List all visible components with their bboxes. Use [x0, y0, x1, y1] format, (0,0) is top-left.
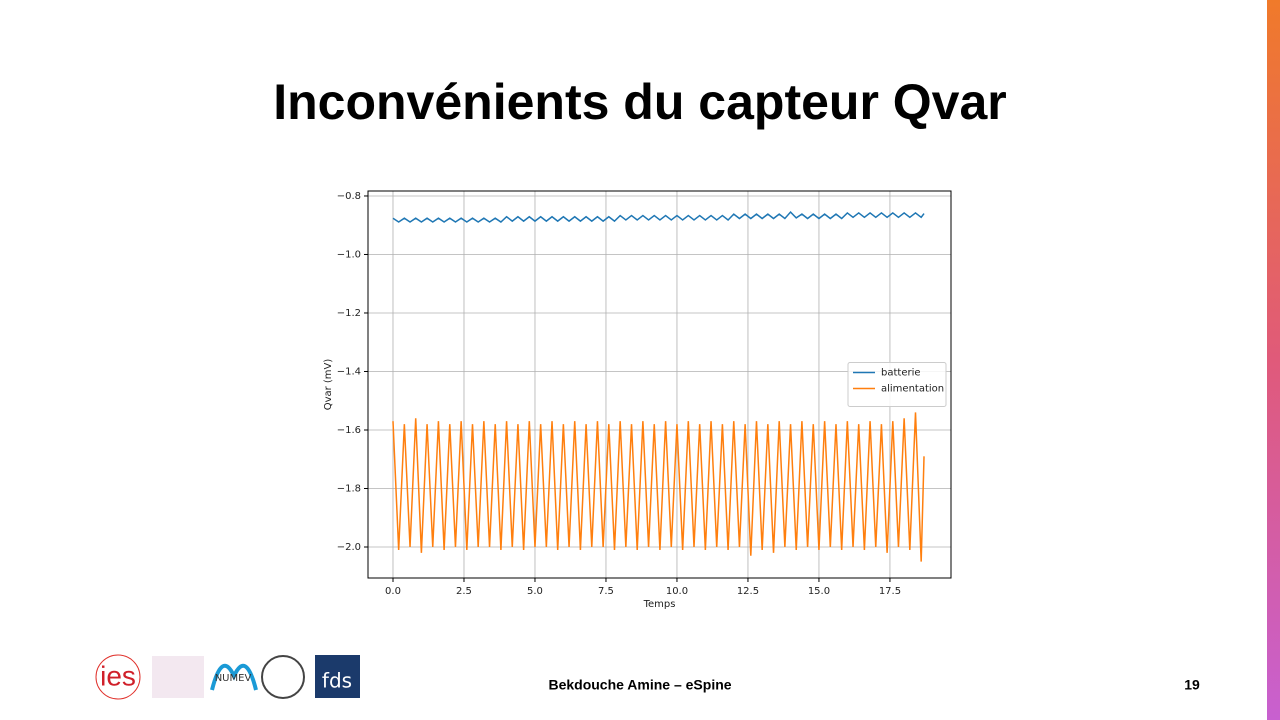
- x-tick-label: 12.5: [737, 586, 759, 597]
- chart: −2.0 −1.8 −1.6 −1.4 −1.2 −1.0 −0.8 0.0 2.5 5.0 7.5…: [323, 190, 952, 610]
- y-tick-label: −0.8: [337, 191, 361, 202]
- logo-numev: NUMEV: [215, 673, 252, 684]
- y-tick-label: −1.8: [337, 483, 361, 494]
- edge-bar: [1267, 0, 1280, 720]
- line-series: [392, 210, 925, 223]
- footer: Bekdouche Amine – eSpine: [548, 677, 731, 693]
- x-tick-label: 7.5: [598, 586, 614, 597]
- logos: ies NUMEV fds: [95, 654, 360, 700]
- y-tick-label: −1.4: [337, 366, 361, 377]
- y-tick-label: −1.0: [337, 249, 361, 260]
- legend-box: [847, 362, 947, 407]
- page-number: 19: [1184, 677, 1200, 693]
- plot-frame: [367, 190, 952, 579]
- y-tick-label: −1.6: [337, 425, 361, 436]
- x-tick-label: 10.0: [666, 586, 688, 597]
- legend-label: batterie: [881, 368, 921, 379]
- logo-fds: fds: [322, 669, 352, 693]
- legend: batterie alimentation: [847, 362, 947, 407]
- x-tick-label: 5.0: [527, 586, 543, 597]
- y-tick-label: −1.2: [337, 308, 361, 319]
- logo-shape: [261, 655, 305, 699]
- line-series: [392, 412, 925, 562]
- logo-shape: [95, 654, 141, 700]
- y-tick-label: −2.0: [337, 542, 361, 553]
- x-tick-label: 15.0: [808, 586, 830, 597]
- logo-ies: ies: [100, 660, 136, 691]
- logo-shape: [152, 656, 204, 698]
- y-axis-label: Qvar (mV): [323, 359, 334, 411]
- x-tick-label: 0.0: [385, 586, 401, 597]
- x-tick-label: 17.5: [879, 586, 901, 597]
- slide-title: Inconvénients du capteur Qvar: [273, 74, 1007, 130]
- x-tick-label: 2.5: [456, 586, 472, 597]
- logo-shape: [315, 655, 360, 698]
- x-axis-label: Temps: [643, 599, 676, 610]
- legend-label: alimentation: [881, 384, 944, 395]
- logo-shape: [210, 663, 258, 691]
